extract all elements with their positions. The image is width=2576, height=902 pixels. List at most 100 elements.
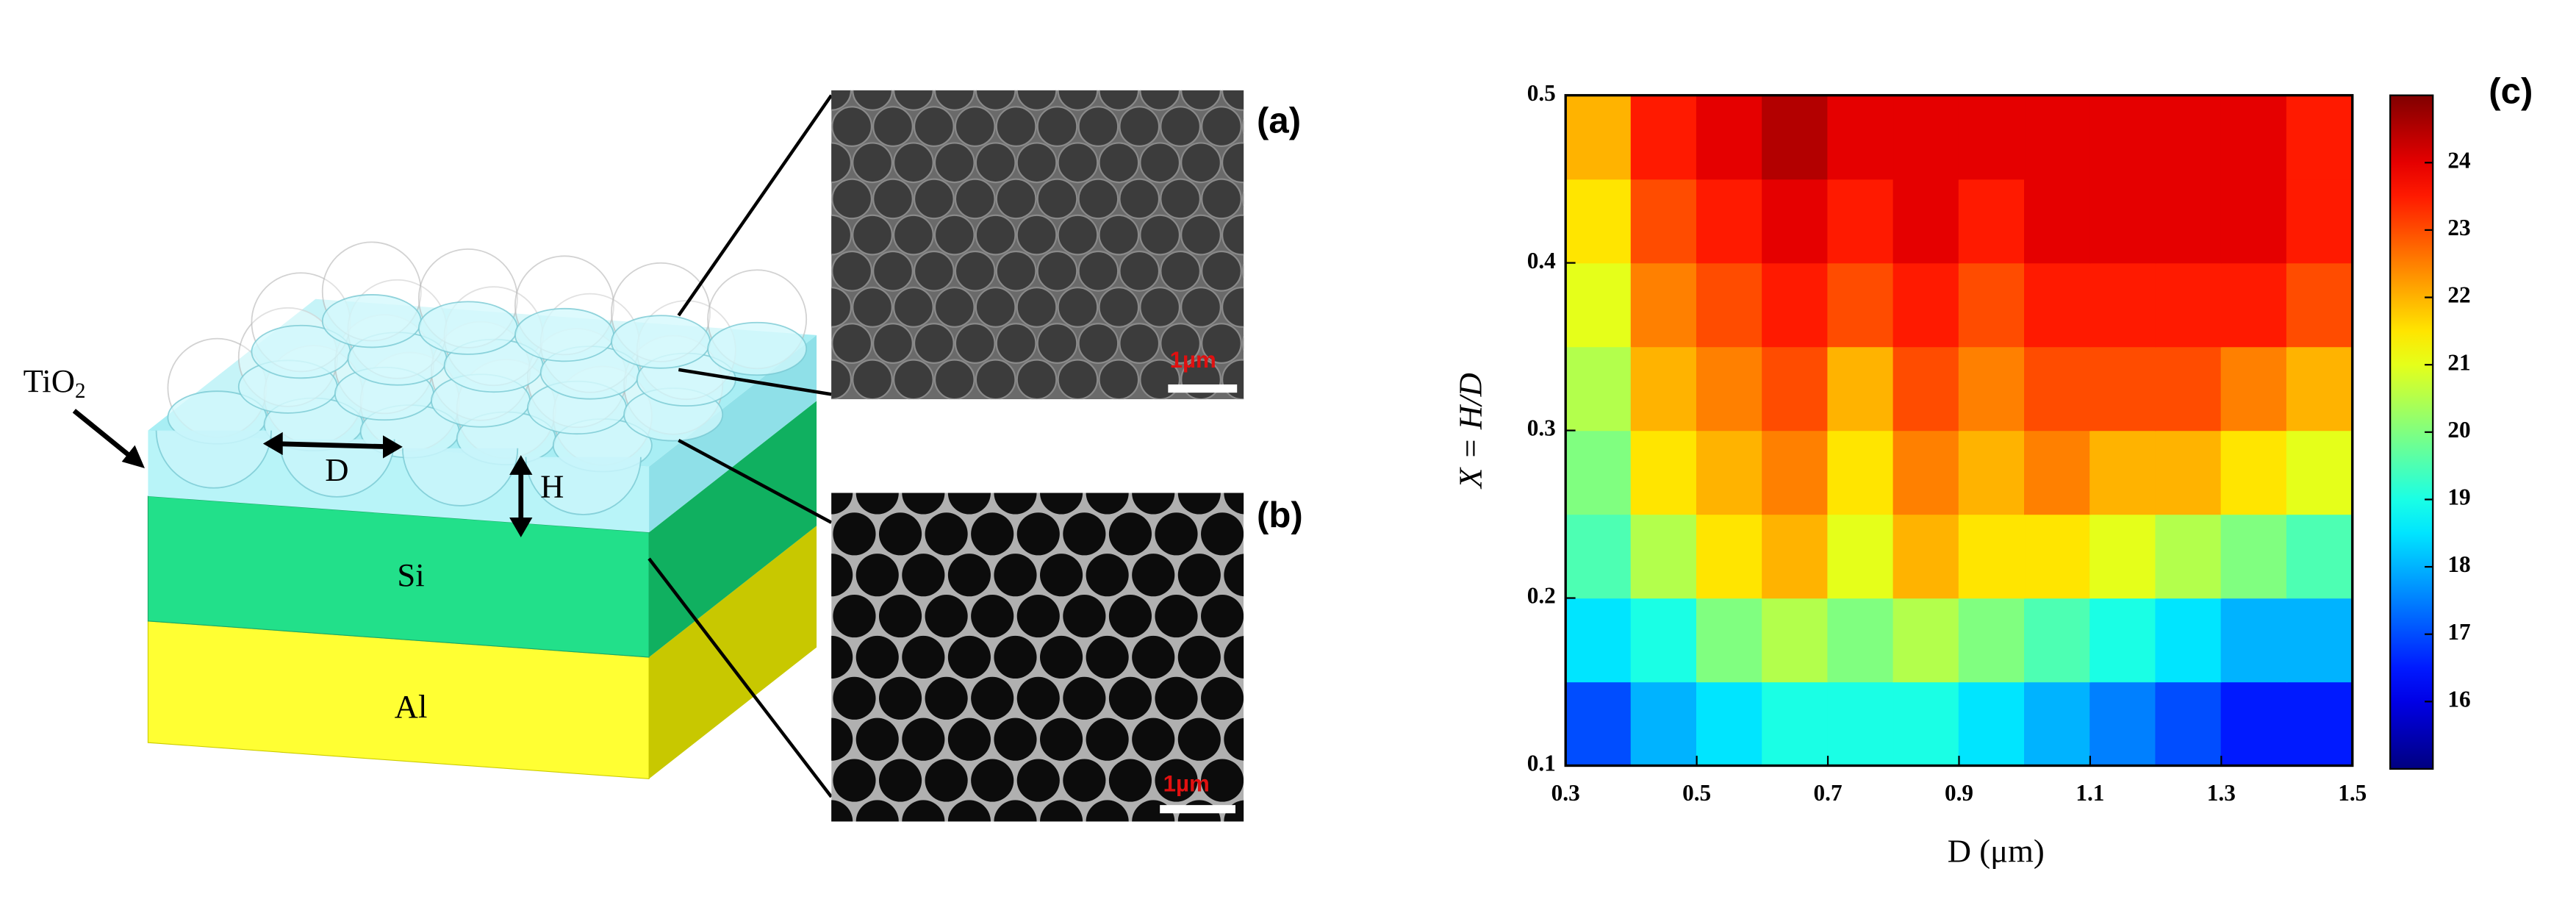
heatmap-cell — [1892, 262, 1960, 348]
sem-sphere — [1057, 287, 1099, 328]
heatmap-cell — [1958, 178, 2026, 264]
panel-label: (b) — [1257, 495, 1303, 535]
arrow-head — [509, 518, 533, 537]
heatmap-cell — [2220, 94, 2288, 180]
sem-pore — [1177, 635, 1221, 679]
si-side — [649, 401, 817, 657]
sem-sphere — [1036, 106, 1078, 148]
sem-sphere — [852, 90, 893, 111]
heatmap-cell — [2220, 262, 2288, 348]
sem-sphere — [1057, 90, 1099, 111]
sem-sphere — [1036, 178, 1078, 220]
sem-sphere — [831, 142, 853, 184]
sem-sphere — [995, 323, 1037, 365]
sem-pore — [831, 800, 853, 822]
heatmap-cell — [1696, 262, 1763, 348]
sem-sphere — [892, 359, 934, 400]
heatmap-cell — [1630, 513, 1698, 599]
heatmap-cell — [1762, 262, 1829, 348]
heatmap-cell — [1696, 681, 1763, 767]
sem-pore — [1132, 717, 1175, 761]
sem-pore — [1040, 717, 1083, 761]
sem-sphere — [1057, 142, 1099, 184]
colorbar-tick-label: 22 — [2447, 282, 2470, 308]
sem-pore — [878, 676, 922, 720]
sem-pore — [925, 676, 968, 720]
heatmap-cell — [1892, 178, 1960, 264]
colorbar-tick-label: 16 — [2447, 687, 2470, 712]
tio2-arrow — [72, 409, 137, 462]
x-tick-label: 1.5 — [2338, 780, 2367, 806]
sem-pore — [878, 595, 922, 638]
arrow-head — [509, 455, 533, 475]
sem-pore — [1108, 759, 1152, 802]
heatmap-cell — [1958, 262, 2026, 348]
sem-sphere — [1180, 214, 1221, 256]
sem-sphere — [954, 106, 996, 148]
heatmap-cell — [1827, 513, 1894, 599]
sem-pore — [1177, 493, 1221, 515]
leader-line — [678, 439, 833, 524]
sem-pore — [947, 554, 991, 597]
sem-pore — [1247, 595, 1290, 637]
heatmap-cell — [2286, 597, 2353, 683]
sem-sphere — [995, 250, 1037, 292]
heatmap-cell — [2024, 346, 2091, 432]
sem-sphere — [1221, 142, 1244, 184]
sem-pore — [1086, 800, 1129, 822]
sem-pore — [971, 676, 1014, 720]
sem-sphere — [1241, 118, 1244, 135]
heatmap-cell — [1630, 597, 1698, 683]
heatmap-cell — [2286, 681, 2353, 767]
heatmap-cell — [2024, 597, 2091, 683]
sem-sphere — [954, 178, 996, 220]
heatmap-cell — [2089, 178, 2156, 264]
sem-pore — [1063, 595, 1106, 638]
sem-sphere — [1119, 323, 1160, 365]
heatmap-cell — [2089, 262, 2156, 348]
heatmap-cell — [1762, 681, 1829, 767]
sem-pore — [1086, 717, 1129, 761]
sem-pore — [831, 493, 853, 515]
sem-sphere — [1241, 262, 1244, 279]
heatmap-cell — [1762, 94, 1829, 180]
si-label: Si — [397, 556, 424, 593]
sem-pore — [1155, 759, 1198, 802]
heatmap-cell — [1696, 429, 1763, 515]
sem-sphere — [933, 142, 975, 184]
sem-pore — [1224, 717, 1244, 761]
heatmap-cell — [2024, 262, 2091, 348]
sem-sphere — [1016, 214, 1058, 256]
sem-sphere — [1241, 335, 1244, 352]
sem-sphere — [1098, 287, 1140, 328]
heatmap-cell — [1762, 513, 1829, 599]
heatmap-cell — [1827, 262, 1894, 348]
sem-pore — [878, 759, 922, 802]
sem-pore — [855, 554, 899, 597]
sem-pore — [902, 493, 945, 515]
sem-pore — [831, 635, 853, 679]
heatmap-cell — [1630, 94, 1698, 180]
sem-pore — [947, 717, 991, 761]
sem-sphere — [831, 250, 873, 292]
scale-label: 1µm — [1163, 771, 1210, 797]
sem-sphere — [1098, 359, 1140, 400]
heatmap-cell — [2220, 681, 2288, 767]
sem-pore — [971, 759, 1014, 802]
sem-sphere — [1139, 287, 1181, 328]
sem-pore — [1155, 512, 1198, 556]
sem-pore — [1201, 676, 1244, 720]
colorbar-tick-label: 21 — [2447, 349, 2470, 375]
sem-sphere — [892, 287, 934, 328]
sem-sphere — [1098, 142, 1140, 184]
dome — [611, 315, 711, 369]
sem-sphere — [1077, 250, 1119, 292]
tio2-front — [148, 430, 650, 533]
sem-sphere — [975, 287, 1016, 328]
sem-pore — [994, 717, 1037, 761]
sem-sphere — [1139, 214, 1181, 256]
sem-sphere — [1201, 106, 1242, 148]
sem-pore — [1224, 493, 1244, 515]
x-tick-label: 0.5 — [1682, 780, 1711, 806]
sem-sphere — [1016, 142, 1058, 184]
